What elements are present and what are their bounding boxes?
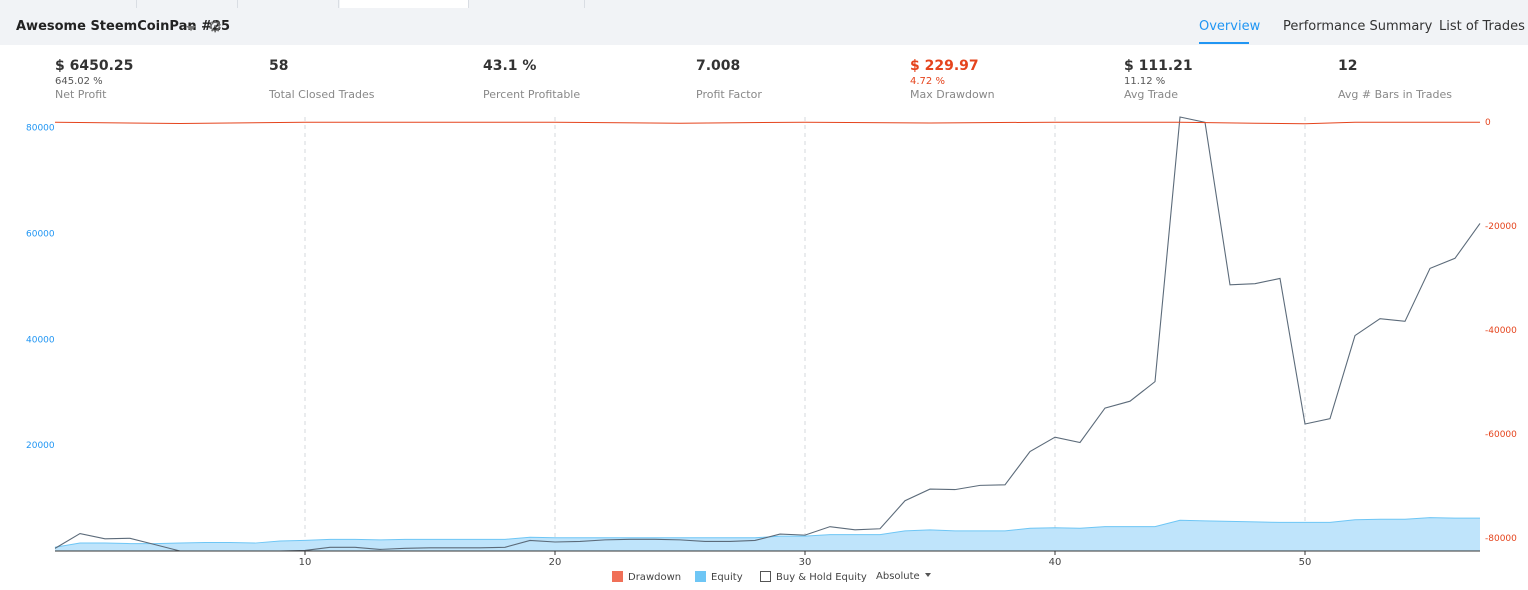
legend-label: Equity: [711, 572, 743, 583]
stat-value: 58: [269, 58, 289, 74]
strategy-toolbar: Awesome SteemCoinPan #25 ⚙ Overview Perf…: [0, 8, 1528, 45]
chevron-down-icon[interactable]: [186, 26, 196, 31]
x-tick-label: 50: [1299, 557, 1312, 568]
right-axis-label: -80000: [1485, 534, 1517, 544]
legend-drawdown[interactable]: Drawdown: [612, 571, 681, 583]
equity-swatch: [695, 571, 706, 582]
active-tab-indicator: [1199, 42, 1249, 44]
window-tab[interactable]: [470, 0, 585, 8]
stat-net-profit: $ 6450.25 645.02 % Net Profit: [55, 58, 133, 102]
stat-label: Percent Profitable: [483, 88, 581, 101]
window-tab[interactable]: [137, 0, 238, 8]
stat-avg-bars: 12 Avg # Bars in Trades: [1338, 58, 1452, 102]
stat-label: Net Profit: [55, 88, 107, 101]
stat-value: $ 111.21: [1124, 58, 1193, 74]
right-axis-label: -20000: [1485, 222, 1517, 232]
buyhold-swatch: [760, 571, 771, 582]
x-tick-label: 30: [799, 557, 812, 568]
stat-value: $ 6450.25: [55, 58, 134, 74]
strategy-title[interactable]: Awesome SteemCoinPan #25: [16, 19, 231, 34]
window-tab[interactable]: [340, 0, 469, 8]
left-axis-label: 40000: [26, 335, 55, 345]
stat-profit-factor: 7.008 Profit Factor: [696, 58, 762, 102]
left-axis-label: 80000: [26, 124, 55, 134]
stat-label: Avg Trade: [1124, 88, 1178, 101]
scale-mode-dropdown[interactable]: Absolute: [876, 571, 931, 582]
stat-value: $ 229.97: [910, 58, 979, 74]
equity-area: [55, 517, 1480, 551]
right-axis-label: 0: [1485, 118, 1491, 128]
stat-label: Total Closed Trades: [269, 88, 375, 101]
legend-buy-hold[interactable]: Buy & Hold Equity: [760, 571, 867, 583]
stat-label: Avg # Bars in Trades: [1338, 88, 1452, 101]
drawdown-swatch: [612, 571, 623, 582]
stat-percent: 4.72 %: [910, 76, 945, 87]
stat-percent-profitable: 43.1 % Percent Profitable: [483, 58, 580, 102]
window-tab[interactable]: [238, 0, 339, 8]
stat-max-drawdown: $ 229.97 4.72 % Max Drawdown: [910, 58, 995, 102]
x-tick-label: 10: [299, 557, 312, 568]
stat-percent: 645.02 %: [55, 76, 103, 87]
x-tick-label: 40: [1049, 557, 1062, 568]
stat-label: Profit Factor: [696, 88, 762, 101]
x-tick-label: 20: [549, 557, 562, 568]
tab-overview[interactable]: Overview: [1199, 19, 1261, 34]
tab-list-of-trades[interactable]: List of Trades: [1439, 19, 1525, 34]
drawdown-line: [54, 121, 1480, 125]
right-axis-label: -60000: [1485, 430, 1517, 440]
right-axis-label: -40000: [1485, 326, 1517, 336]
legend-label: Buy & Hold Equity: [776, 572, 867, 583]
stat-percent: 11.12 %: [1124, 76, 1166, 87]
scale-mode-label: Absolute: [876, 571, 920, 582]
stat-value: 43.1 %: [483, 58, 537, 74]
stat-value: 12: [1338, 58, 1358, 74]
window-tab[interactable]: [0, 0, 137, 8]
stat-value: 7.008: [696, 58, 741, 74]
tab-strip: [0, 0, 1528, 8]
chevron-down-icon: [924, 573, 931, 577]
gear-icon[interactable]: ⚙: [208, 17, 223, 36]
stat-total-closed-trades: 58 Total Closed Trades: [269, 58, 374, 102]
stat-label: Max Drawdown: [910, 88, 995, 101]
stat-avg-trade: $ 111.21 11.12 % Avg Trade: [1124, 58, 1193, 102]
legend-equity[interactable]: Equity: [695, 571, 743, 583]
legend-label: Drawdown: [628, 572, 682, 583]
left-axis-label: 60000: [26, 229, 55, 239]
left-axis-label: 20000: [26, 441, 55, 451]
buy-hold-equity-line: [54, 116, 1481, 552]
tab-performance-summary[interactable]: Performance Summary: [1283, 19, 1433, 34]
